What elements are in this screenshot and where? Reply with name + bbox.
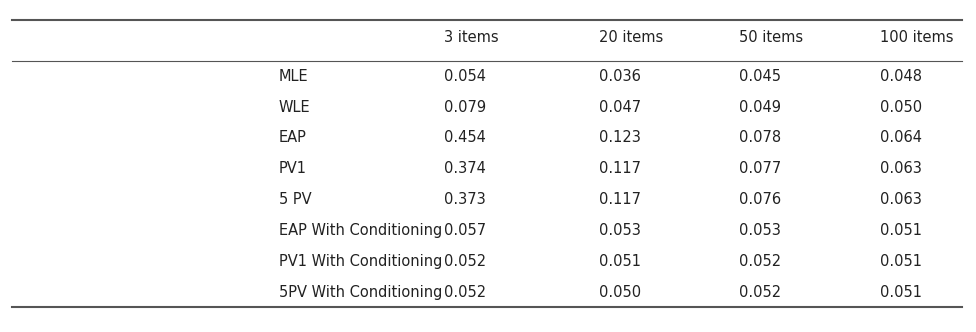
Text: EAP With Conditioning: EAP With Conditioning — [279, 223, 442, 238]
Text: 0.036: 0.036 — [598, 69, 640, 84]
Text: 5PV With Conditioning: 5PV With Conditioning — [279, 285, 442, 299]
Text: 0.077: 0.077 — [739, 161, 782, 176]
Text: 0.057: 0.057 — [443, 223, 486, 238]
Text: 0.078: 0.078 — [739, 130, 781, 145]
Text: 0.050: 0.050 — [598, 285, 640, 299]
Text: PV1: PV1 — [279, 161, 306, 176]
Text: 0.051: 0.051 — [879, 285, 921, 299]
Text: 0.123: 0.123 — [598, 130, 640, 145]
Text: 0.052: 0.052 — [443, 285, 486, 299]
Text: 3 items: 3 items — [443, 30, 498, 45]
Text: WLE: WLE — [279, 100, 310, 115]
Text: 0.049: 0.049 — [739, 100, 781, 115]
Text: 0.373: 0.373 — [443, 192, 485, 207]
Text: 0.063: 0.063 — [879, 192, 921, 207]
Text: 0.053: 0.053 — [598, 223, 640, 238]
Text: MLE: MLE — [279, 69, 308, 84]
Text: 0.052: 0.052 — [443, 254, 486, 269]
Text: 0.047: 0.047 — [598, 100, 640, 115]
Text: 0.064: 0.064 — [879, 130, 921, 145]
Text: 0.045: 0.045 — [739, 69, 781, 84]
Text: 0.079: 0.079 — [443, 100, 486, 115]
Text: PV1 With Conditioning: PV1 With Conditioning — [279, 254, 442, 269]
Text: EAP: EAP — [279, 130, 306, 145]
Text: 0.051: 0.051 — [879, 254, 921, 269]
Text: 0.052: 0.052 — [739, 285, 781, 299]
Text: 0.454: 0.454 — [443, 130, 485, 145]
Text: 0.063: 0.063 — [879, 161, 921, 176]
Text: 0.050: 0.050 — [879, 100, 921, 115]
Text: 100 items: 100 items — [879, 30, 953, 45]
Text: 0.374: 0.374 — [443, 161, 485, 176]
Text: 20 items: 20 items — [598, 30, 663, 45]
Text: 0.117: 0.117 — [598, 161, 640, 176]
Text: 0.051: 0.051 — [598, 254, 640, 269]
Text: 0.051: 0.051 — [879, 223, 921, 238]
Text: 0.054: 0.054 — [443, 69, 486, 84]
Text: 0.048: 0.048 — [879, 69, 921, 84]
Text: 0.117: 0.117 — [598, 192, 640, 207]
Text: 0.052: 0.052 — [739, 254, 781, 269]
Text: 50 items: 50 items — [739, 30, 803, 45]
Text: 0.076: 0.076 — [739, 192, 781, 207]
Text: 5 PV: 5 PV — [279, 192, 311, 207]
Text: 0.053: 0.053 — [739, 223, 781, 238]
